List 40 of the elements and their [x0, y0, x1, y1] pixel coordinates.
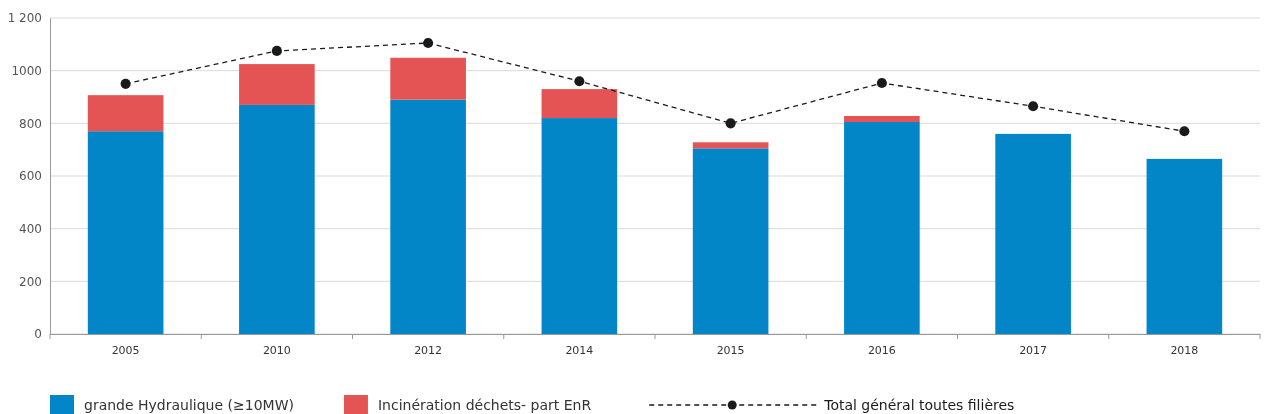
point: [574, 76, 585, 87]
y-tick-label: 1000: [11, 64, 42, 79]
bar: [541, 118, 618, 334]
bar: [239, 64, 315, 105]
y-tick-label: 1 200: [7, 11, 42, 26]
bar: [844, 122, 920, 334]
point: [1179, 126, 1190, 137]
x-tick-label: 2005: [111, 343, 140, 357]
bar: [1146, 158, 1223, 334]
x-tick-label: 2018: [1170, 343, 1199, 357]
bar: [995, 133, 1071, 334]
x-tick-label: 2015: [716, 343, 745, 357]
point: [876, 78, 887, 89]
bar: [390, 99, 466, 334]
x-tick-label: 2014: [565, 343, 594, 357]
y-tick-label: 800: [19, 116, 42, 131]
bar: [844, 115, 920, 123]
text: Total général toutes filières: [823, 397, 1015, 413]
bar: [541, 89, 618, 119]
bar: [87, 131, 164, 334]
y-tick-label: 600: [19, 169, 42, 184]
legend-label: grande Hydraulique (≥10MW): [84, 397, 294, 413]
x-tick-label: 2017: [1019, 343, 1048, 357]
legend-label: Incinération déchets- part EnR: [377, 397, 592, 413]
point: [1028, 101, 1039, 112]
point: [423, 37, 434, 49]
point: [725, 118, 736, 129]
x-tick-label: 2010: [262, 343, 291, 357]
x-tick-label: 2012: [414, 343, 443, 357]
x-tick-label: 2016: [867, 343, 896, 357]
point: [271, 45, 282, 56]
point: [120, 78, 131, 89]
bar: [87, 95, 164, 132]
bar: [692, 142, 769, 149]
y-tick-label: 0: [34, 327, 42, 342]
y-tick-label: 200: [19, 274, 42, 289]
bar: [239, 104, 315, 334]
bar: [692, 148, 769, 334]
y-tick-label: 400: [19, 222, 42, 237]
bar: [390, 57, 466, 100]
